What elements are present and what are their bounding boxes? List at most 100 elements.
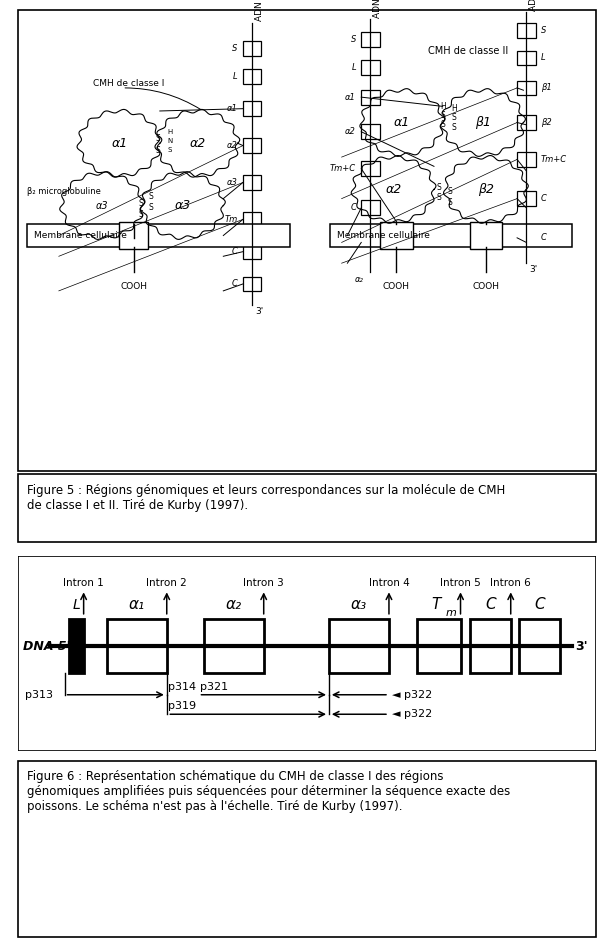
Bar [361, 162, 379, 176]
Text: Membrane cellulaire: Membrane cellulaire [34, 231, 127, 240]
Text: S: S [351, 35, 356, 44]
Text: Tm: Tm [225, 215, 238, 223]
Bar [361, 125, 379, 139]
Text: α₂: α₂ [225, 596, 242, 611]
Text: C: C [232, 280, 238, 288]
Text: C: C [541, 233, 546, 243]
Bar [69, 619, 84, 673]
Bar [243, 69, 262, 84]
Bar [243, 41, 262, 56]
Bar [361, 89, 379, 105]
Text: C: C [541, 194, 546, 204]
Text: Intron 1: Intron 1 [63, 577, 104, 588]
Text: S: S [440, 121, 445, 129]
Text: CMH de classe I: CMH de classe I [93, 79, 165, 87]
Text: α₁: α₁ [129, 596, 145, 611]
Text: L: L [541, 53, 545, 63]
Bar [204, 619, 263, 673]
Bar [243, 175, 262, 190]
Text: T: T [431, 596, 440, 611]
Text: H: H [167, 128, 173, 135]
Bar [243, 212, 262, 226]
Bar [243, 244, 262, 259]
Text: Tm+C: Tm+C [330, 165, 356, 173]
Bar [517, 230, 535, 245]
Bar [517, 115, 535, 130]
Bar [517, 152, 535, 166]
Text: ◄ p322: ◄ p322 [392, 709, 432, 719]
Bar [107, 619, 167, 673]
Text: p321: p321 [200, 682, 228, 691]
Text: C: C [485, 596, 496, 611]
Bar [330, 224, 572, 247]
Text: S: S [149, 192, 154, 201]
Text: ◄ p322: ◄ p322 [392, 689, 432, 700]
Text: S: S [448, 187, 453, 196]
Text: α3: α3 [175, 199, 191, 212]
Text: S: S [138, 210, 143, 220]
Text: Tm+C: Tm+C [541, 155, 567, 164]
Text: S: S [448, 198, 453, 206]
Text: S: S [156, 134, 160, 144]
Bar [27, 224, 290, 247]
Text: m: m [446, 608, 457, 617]
Text: Figure 5 : Régions génomiques et leurs correspondances sur la molécule de CMH
de: Figure 5 : Régions génomiques et leurs c… [27, 484, 505, 512]
Text: ADN 5': ADN 5' [373, 0, 382, 18]
Text: COOH: COOH [472, 281, 499, 291]
Text: S: S [138, 199, 143, 207]
Text: β2: β2 [541, 118, 551, 127]
Text: p319: p319 [168, 701, 196, 711]
Text: C: C [232, 247, 238, 256]
Text: S: S [436, 193, 441, 203]
Text: S: S [168, 147, 172, 153]
Bar [243, 138, 262, 153]
Text: α1: α1 [111, 137, 128, 149]
Text: ADN 5': ADN 5' [529, 0, 538, 10]
Text: COOH: COOH [383, 281, 410, 291]
Text: Intron 4: Intron 4 [368, 577, 410, 588]
Bar [329, 619, 389, 673]
Bar [517, 191, 535, 206]
Text: S: S [452, 123, 457, 131]
Text: COOH: COOH [120, 281, 147, 291]
Text: α1: α1 [345, 92, 356, 102]
Text: β1: β1 [475, 116, 491, 129]
Bar [243, 277, 262, 291]
Text: β2: β2 [478, 183, 494, 196]
Text: H: H [440, 102, 446, 111]
Text: Intron 2: Intron 2 [146, 577, 187, 588]
Text: Intron 6: Intron 6 [491, 577, 531, 588]
Text: H: H [451, 105, 457, 113]
Text: S: S [232, 44, 238, 53]
Text: Intron 5: Intron 5 [440, 577, 481, 588]
Bar [361, 201, 379, 215]
Text: α2: α2 [189, 137, 206, 149]
Text: S: S [452, 113, 457, 123]
Text: α2: α2 [386, 183, 402, 196]
Text: 3': 3' [255, 307, 263, 316]
Text: α₂: α₂ [355, 275, 363, 283]
Text: β₂ microglobuline: β₂ microglobuline [27, 187, 101, 196]
Text: L: L [72, 597, 80, 611]
Text: p313: p313 [25, 689, 53, 700]
Text: DNA 5': DNA 5' [23, 639, 71, 652]
Text: C: C [534, 596, 545, 611]
Text: α₃: α₃ [351, 596, 367, 611]
Text: p314: p314 [168, 682, 196, 691]
Bar [243, 102, 262, 116]
Text: β1: β1 [541, 84, 551, 92]
Text: L: L [233, 72, 238, 81]
Bar [470, 619, 511, 673]
Text: S: S [149, 204, 154, 212]
Bar [119, 222, 149, 249]
Bar [517, 23, 535, 38]
Text: Membrane cellulaire: Membrane cellulaire [337, 231, 430, 240]
Text: 3': 3' [529, 265, 537, 275]
Text: α3: α3 [96, 201, 109, 210]
Text: ADN 5': ADN 5' [255, 0, 263, 21]
Bar [517, 50, 535, 66]
Text: 3': 3' [575, 639, 588, 652]
Text: α1: α1 [394, 116, 410, 129]
Text: α3: α3 [227, 178, 238, 187]
Bar [361, 32, 379, 47]
